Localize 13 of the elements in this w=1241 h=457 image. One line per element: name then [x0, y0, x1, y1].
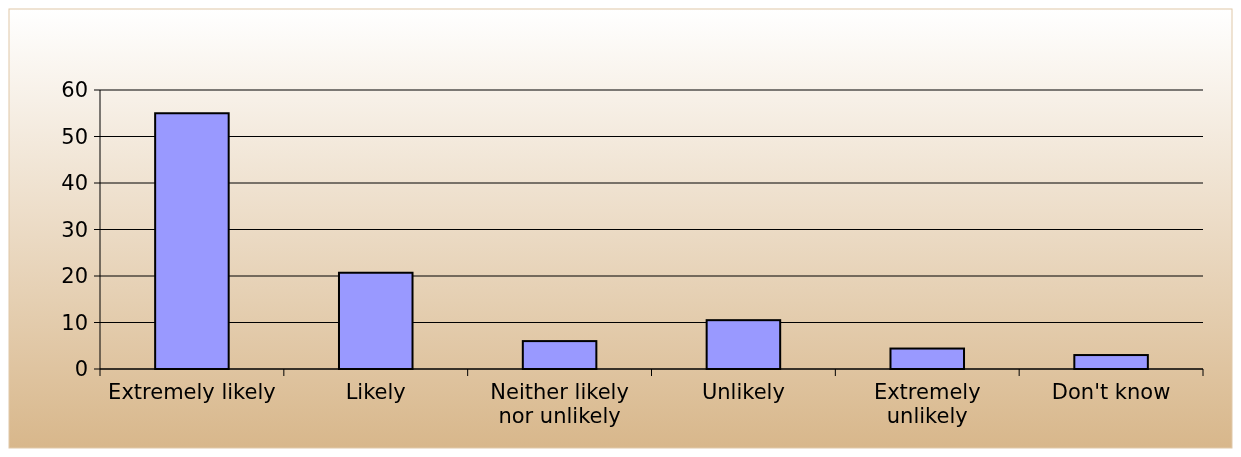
x-tick-label: Likely: [345, 380, 406, 404]
x-tick-label: Unlikely: [701, 380, 785, 404]
y-tick-label: 0: [74, 357, 88, 382]
x-tick-label: Don't know: [1051, 380, 1171, 404]
y-tick-label: 20: [61, 264, 88, 289]
y-tick-label: 40: [61, 171, 88, 196]
y-tick-label: 30: [61, 217, 88, 242]
y-tick-label: 60: [61, 78, 88, 103]
x-tick-label: Extremely likely: [108, 380, 276, 404]
y-tick-label: 50: [61, 124, 88, 149]
x-tick-label: Extremely unlikely: [873, 380, 981, 429]
y-tick-label: 10: [61, 310, 88, 335]
x-tick-label: Neither likely nor unlikely: [490, 380, 629, 429]
